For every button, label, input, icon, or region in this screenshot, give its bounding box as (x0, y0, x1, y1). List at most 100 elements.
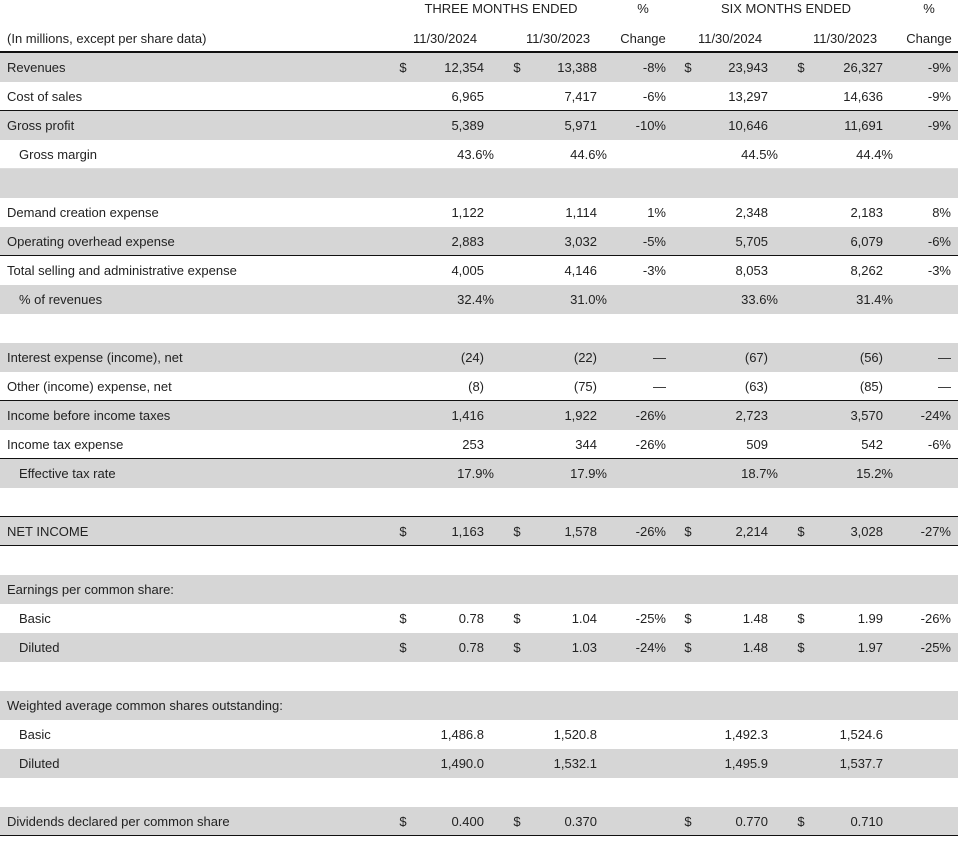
ytd-change-cell: -26% (920, 611, 951, 626)
q-change-cell: — (653, 378, 666, 394)
q-change-cell: -24% (635, 640, 666, 655)
ytd-2024-cell: 1,495.9 (724, 756, 768, 771)
col-date-2: 11/30/2023 (525, 31, 591, 46)
row-label: Interest expense (income), net (7, 350, 183, 365)
ytd-2024-cell: 18.7% (741, 466, 778, 481)
row-label: Dividends declared per common share (7, 813, 230, 829)
q-change-cell: -26% (635, 436, 666, 452)
table-row: Cost of sales 6,965 7,417 -6% 13,297 14,636 -9… (0, 82, 958, 111)
ytd-2024-cell: 2,348 (735, 205, 768, 220)
row-label: NET INCOME (7, 523, 89, 539)
ytd-change-cell: -3% (927, 263, 951, 278)
ytd-2024-cell: 44.5% (741, 146, 778, 162)
table-row (0, 314, 958, 343)
ytd-2023-cell: 1,524.6 (839, 727, 883, 742)
q-2024-cell: 1,490.0 (440, 756, 484, 771)
ytd-change-cell: 8% (932, 205, 951, 220)
q-2024-cell: 0.78 (458, 640, 484, 655)
units-caption: (In millions, except per share data) (7, 31, 207, 46)
table-row: NET INCOME $1,163 $1,578 -26% $2,214 $3,028 -2… (0, 517, 958, 546)
row-label: Earnings per common share: (7, 582, 174, 597)
table-row (0, 778, 958, 807)
dollar-cell: $ (399, 640, 407, 655)
table-row: Operating overhead expense 2,883 3,032 -5% 5… (0, 227, 958, 256)
table-row: Basic 1,486.8 1,520.8 1,492.3 1,524.6 (0, 720, 958, 749)
col-change-1: Change (620, 31, 666, 46)
ytd-2024-cell: 10,646 (728, 118, 768, 133)
row-label: Cost of sales (7, 88, 83, 104)
dollar-cell: $ (684, 611, 692, 626)
ytd-2024-cell: 23,943 (728, 60, 768, 75)
table-row: Effective tax rate 17.9% 17.9% 18.7% 15.2% (0, 459, 958, 488)
q-change-cell: -26% (635, 523, 666, 539)
ytd-2023-cell: 0.710 (850, 813, 883, 829)
ytd-change-cell: -9% (927, 118, 951, 133)
q-change-cell: -25% (635, 611, 666, 626)
table-row: Basic $0.78 $1.04 -25% $1.48 $1.99 -26% (0, 604, 958, 633)
table-body: Revenues $12,354 $13,388 -8% $23,943 $26,327 -… (0, 53, 958, 836)
q-change-cell: 1% (647, 205, 666, 220)
q-2023-cell: 13,388 (557, 60, 597, 75)
q-2024-cell: 5,389 (451, 118, 484, 133)
dollar-cell: $ (797, 611, 805, 626)
ytd-2023-cell: 1,537.7 (839, 756, 883, 771)
row-label: Effective tax rate (19, 466, 116, 481)
q-change-cell: -5% (642, 233, 666, 249)
pct-header-1: % (637, 1, 649, 16)
q-change-cell: -10% (635, 118, 666, 133)
table-row: Dividends declared per common share $0.40… (0, 807, 958, 836)
q-2023-cell: 0.370 (564, 813, 597, 829)
ytd-change-cell: -6% (927, 233, 951, 249)
q-2024-cell: 1,416 (451, 408, 484, 423)
ytd-2023-cell: 44.4% (856, 146, 893, 162)
table-row: Other (income) expense, net (8) (75) — (63) (… (0, 372, 958, 401)
table-row: Diluted 1,490.0 1,532.1 1,495.9 1,537.7 (0, 749, 958, 778)
table-row: Diluted $0.78 $1.03 -24% $1.48 $1.97 -25% (0, 633, 958, 662)
table-row: Income tax expense 253 344 -26% 509 542 -6% (0, 430, 958, 459)
row-label: Diluted (19, 640, 60, 655)
ytd-2023-cell: 3,570 (850, 408, 883, 423)
dollar-cell: $ (513, 60, 521, 75)
dollar-cell: $ (797, 523, 805, 539)
dollar-cell: $ (797, 60, 805, 75)
row-label: Weighted average common shares outstandi… (7, 698, 283, 713)
table-row (0, 169, 958, 198)
q-2024-cell: 0.400 (451, 813, 484, 829)
ytd-2023-cell: 11,691 (844, 118, 883, 133)
q-2023-cell: 1.04 (571, 611, 597, 626)
dollar-cell: $ (684, 60, 692, 75)
dollar-cell: $ (399, 813, 407, 829)
dollar-cell: $ (513, 523, 521, 539)
table-row: Total selling and administrative expense… (0, 256, 958, 285)
q-2024-cell: 4,005 (451, 263, 484, 278)
row-label: % of revenues (19, 292, 103, 307)
ytd-2023-cell: 542 (861, 436, 883, 452)
table-row: Revenues $12,354 $13,388 -8% $23,943 $26,327 -… (0, 53, 958, 82)
q-2023-cell: 344 (575, 436, 597, 452)
row-label: Gross margin (19, 146, 98, 162)
table-row: % of revenues 32.4% 31.0% 33.6% 31.4% (0, 285, 958, 314)
q-change-cell: — (653, 350, 666, 365)
q-2024-cell: 17.9% (457, 466, 494, 481)
q-2023-cell: 4,146 (564, 263, 597, 278)
q-2024-cell: 43.6% (457, 146, 494, 162)
q-2023-cell: 31.0% (570, 292, 607, 307)
q-2023-cell: 5,971 (564, 118, 597, 133)
ytd-change-cell: -9% (927, 88, 951, 104)
table-row: Weighted average common shares outstandi… (0, 691, 958, 720)
q-2024-cell: 32.4% (457, 292, 494, 307)
ytd-change-cell: -9% (927, 60, 951, 75)
q-2024-cell: (24) (460, 350, 484, 365)
col-date-3: 11/30/2024 (697, 31, 763, 46)
dollar-cell: $ (399, 611, 407, 626)
q-2024-cell: 6,965 (451, 88, 484, 104)
six-months-header: SIX MONTHS ENDED (720, 1, 852, 16)
ytd-2023-cell: 8,262 (850, 263, 883, 278)
ytd-2023-cell: 26,327 (843, 60, 883, 75)
dollar-cell: $ (684, 523, 692, 539)
row-label: Operating overhead expense (7, 233, 175, 249)
ytd-2024-cell: 509 (746, 436, 768, 452)
q-2023-cell: 3,032 (564, 233, 597, 249)
ytd-2024-cell: 1.48 (742, 611, 768, 626)
col-date-4: 11/30/2023 (812, 31, 878, 46)
